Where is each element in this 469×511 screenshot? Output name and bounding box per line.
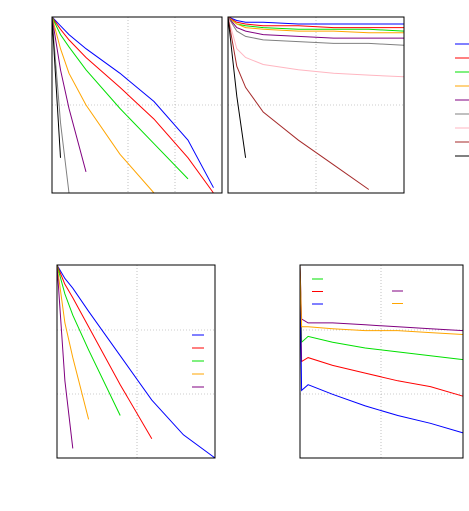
data-line [56,264,121,416]
data-line [51,16,214,194]
data-line [299,264,464,361]
data-line [227,16,247,158]
plot-frame [227,16,405,194]
data-line [56,264,216,459]
data-line [56,264,90,420]
data-line [299,264,464,335]
grid [52,17,463,458]
data-line [51,16,70,194]
data-line [227,16,404,39]
data-line [51,16,214,188]
data-line [227,16,405,78]
data-line [51,16,87,173]
data-line [51,16,189,180]
plot-frame [56,264,216,459]
data-line [299,264,464,397]
data-line [299,264,464,332]
data-line [227,16,370,190]
plot-frame [51,16,223,194]
data-line [51,16,155,194]
data-line [227,16,404,25]
data-line [56,264,153,439]
data-line [299,264,464,434]
data-line [51,16,61,158]
data-line [227,16,404,34]
data-line [227,16,405,46]
data-line [227,16,404,29]
plot-frame [299,264,464,459]
data-line [56,264,74,449]
